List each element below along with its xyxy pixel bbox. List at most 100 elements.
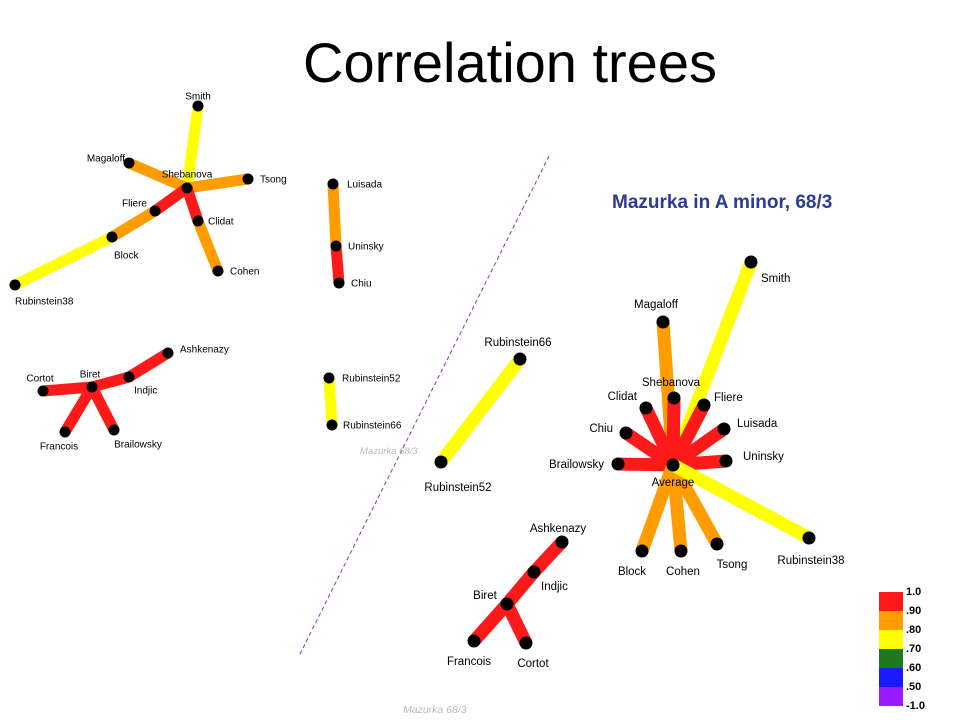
node-luisada — [327, 178, 339, 190]
node-label-brailowsky: Brailowsky — [549, 459, 604, 471]
node-label-indjic: Indjic — [541, 581, 568, 593]
watermark-bottom: Mazurka 68/3 — [403, 704, 467, 716]
tree-f-large: Average Smith Magaloff Shebanova Clidat Flier… — [549, 255, 845, 578]
node-label-block: Block — [114, 251, 139, 262]
node-clidat — [639, 401, 653, 415]
edge-fliere-block — [109, 206, 158, 242]
subtitle: Mazurka in A minor, 68/3 — [612, 192, 833, 213]
legend-swatch-violet — [879, 687, 903, 706]
node-label-chiu: Chiu — [351, 279, 372, 290]
tree-a-small: Smith Magaloff Shebanova Tsong Fliere Clidat B… — [9, 92, 287, 308]
edge-biret-cortot — [501, 601, 532, 646]
node-average — [666, 458, 680, 472]
node-cortot — [519, 636, 533, 650]
edge-average-rubinstein38 — [669, 459, 813, 544]
node-rubinstein52 — [323, 372, 335, 384]
node-label-rubinstein66: Rubinstein66 — [343, 421, 402, 432]
tree-d-small: Rubinstein52 Rubinstein66 — [323, 372, 402, 432]
legend-label: .60 — [906, 662, 922, 674]
node-label-uninsky: Uninsky — [743, 451, 784, 463]
node-clidat — [192, 215, 204, 227]
node-label-indjic: Indjic — [134, 386, 157, 397]
divider-line — [298, 155, 550, 657]
node-label-luisada: Luisada — [347, 180, 382, 191]
legend-swatch-blue — [879, 668, 903, 687]
node-label-rubinstein38: Rubinstein38 — [777, 555, 844, 567]
legend-swatch-green — [879, 649, 903, 668]
node-cortot — [37, 385, 49, 397]
node-label-cortot: Cortot — [26, 374, 53, 385]
legend-label: 1.0 — [906, 586, 922, 598]
watermark-small: Mazurka 68/3 — [360, 446, 418, 457]
node-uninsky — [719, 454, 733, 468]
node-smith — [192, 100, 204, 112]
node-block — [635, 544, 649, 558]
node-label-rubinstein52: Rubinstein52 — [424, 482, 491, 494]
edge-average-tsong — [667, 461, 723, 548]
node-chiu — [333, 277, 345, 289]
node-uninsky — [330, 240, 342, 252]
node-label-tsong: Tsong — [260, 175, 287, 186]
node-chiu — [619, 426, 633, 440]
node-label-average: Average — [652, 477, 695, 489]
legend-swatch-orange — [879, 611, 903, 630]
page-title: Correlation trees — [303, 31, 717, 94]
node-biret — [500, 597, 514, 611]
edge-clidat-cohen — [192, 218, 224, 274]
node-label-fliere: Fliere — [122, 199, 147, 210]
node-label-luisada: Luisada — [737, 418, 778, 430]
node-rubinstein66 — [513, 352, 527, 366]
node-label-francois: Francois — [447, 656, 491, 668]
edge-luisada-uninsky — [327, 183, 342, 247]
node-label-tsong: Tsong — [717, 559, 748, 571]
node-rubinstein38 — [802, 531, 816, 545]
edge-shebanova-magaloff — [126, 157, 190, 194]
node-tsong — [710, 537, 724, 551]
node-ashkenazy — [555, 535, 569, 549]
edge-biret-francois — [469, 599, 512, 646]
node-label-clidat: Clidat — [208, 217, 234, 228]
node-luisada — [717, 422, 731, 436]
edge-uninsky-chiu — [330, 245, 345, 284]
node-fliere — [149, 205, 161, 217]
node-block — [106, 231, 118, 243]
node-label-rubinstein66: Rubinstein66 — [484, 337, 551, 349]
node-biret — [86, 381, 98, 393]
node-brailowsky — [108, 424, 120, 436]
edge-shebanova-fliere — [151, 183, 191, 216]
node-cohen — [674, 544, 688, 558]
node-cohen — [212, 265, 224, 277]
node-magaloff — [656, 315, 670, 329]
node-ashkenazy — [162, 347, 174, 359]
legend-swatch-red — [879, 592, 903, 611]
node-fliere — [697, 398, 711, 412]
node-label-smith: Smith — [185, 92, 211, 103]
node-indjic — [123, 371, 135, 383]
edge-indjic-biret — [502, 567, 539, 609]
node-francois — [467, 634, 481, 648]
node-label-cohen: Cohen — [666, 566, 700, 578]
node-rubinstein38 — [9, 279, 21, 291]
edge-block-rubinstein38 — [12, 232, 115, 290]
legend-label: -1.0 — [906, 700, 925, 712]
tree-e-large: Rubinstein66 Rubinstein52 — [424, 337, 551, 494]
node-label-francois: Francois — [40, 442, 78, 453]
edge-ashkenazy-indjic — [529, 537, 567, 577]
edge-shebanova-tsong — [186, 173, 249, 194]
legend-label: .70 — [906, 643, 922, 655]
node-label-biret: Biret — [473, 590, 497, 602]
edge-average-brailowsky — [617, 457, 674, 472]
edge-biret-brailowsky — [87, 384, 119, 433]
node-label-smith: Smith — [761, 273, 790, 285]
node-label-shebanova: Shebanova — [642, 377, 701, 389]
node-label-fliere: Fliere — [714, 392, 743, 404]
legend-swatch-yellow — [879, 630, 903, 649]
edge-indjic-ashkenazy — [126, 348, 171, 382]
edge-rubinstein52-rubinstein66 — [323, 377, 338, 426]
tree-c-small: Cortot Biret Indjic Ashkenazy Francois Brailo… — [26, 345, 229, 453]
node-rubinstein66 — [326, 419, 338, 431]
node-label-block: Block — [618, 566, 646, 578]
node-label-magaloff: Magaloff — [634, 299, 679, 311]
